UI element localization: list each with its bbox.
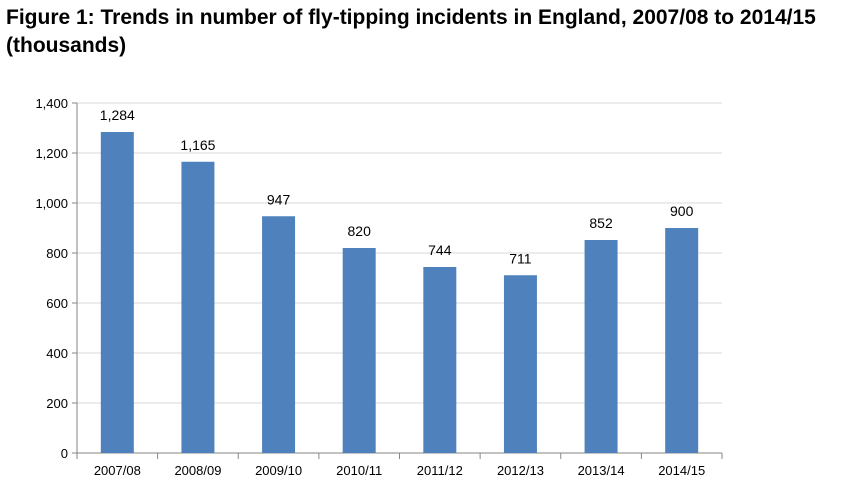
bar bbox=[423, 267, 457, 453]
y-axis-tick-labels: 0 200 400 600 800 1,000 1,200 1,400 bbox=[35, 96, 68, 461]
x-tick-label: 2010/11 bbox=[336, 463, 382, 478]
data-label: 1,165 bbox=[180, 137, 215, 153]
x-tick-label: 2014/15 bbox=[658, 463, 705, 478]
y-tick-label: 1,000 bbox=[35, 196, 68, 211]
data-label: 900 bbox=[670, 203, 694, 219]
bars bbox=[100, 132, 699, 453]
data-label: 744 bbox=[428, 242, 452, 258]
y-tick-label: 600 bbox=[46, 296, 68, 311]
gridlines bbox=[77, 102, 722, 404]
y-tick-label: 200 bbox=[46, 396, 68, 411]
x-tick-label: 2011/12 bbox=[417, 463, 463, 478]
data-label: 947 bbox=[267, 191, 291, 207]
data-label: 1,284 bbox=[100, 107, 135, 123]
data-label: 852 bbox=[589, 215, 613, 231]
x-axis-tick-labels: 2007/08 2008/09 2009/10 2010/11 2011/12 2012/… bbox=[94, 463, 705, 478]
chart-title: Figure 1: Trends in number of fly-tippin… bbox=[6, 6, 816, 57]
bar bbox=[100, 132, 134, 453]
y-tick-label: 1,200 bbox=[35, 146, 68, 161]
y-tick-label: 0 bbox=[61, 446, 68, 461]
bar bbox=[665, 228, 699, 453]
y-tick-label: 400 bbox=[46, 346, 68, 361]
x-tick-label: 2013/14 bbox=[578, 463, 625, 478]
axes bbox=[72, 102, 723, 459]
x-tick-label: 2009/10 bbox=[255, 463, 302, 478]
bar bbox=[342, 248, 376, 453]
x-tick-label: 2012/13 bbox=[497, 463, 544, 478]
data-labels: 1,284 1,165 947 820 744 711 852 900 bbox=[100, 107, 694, 266]
bar bbox=[181, 161, 215, 453]
data-label: 711 bbox=[509, 250, 532, 266]
y-tick-label: 1,400 bbox=[35, 96, 68, 111]
bar bbox=[503, 275, 537, 453]
y-tick-label: 800 bbox=[46, 246, 68, 261]
bar bbox=[584, 240, 618, 453]
x-tick-label: 2008/09 bbox=[174, 463, 221, 478]
data-label: 820 bbox=[348, 223, 372, 239]
bar bbox=[262, 216, 296, 453]
x-tick-label: 2007/08 bbox=[94, 463, 141, 478]
